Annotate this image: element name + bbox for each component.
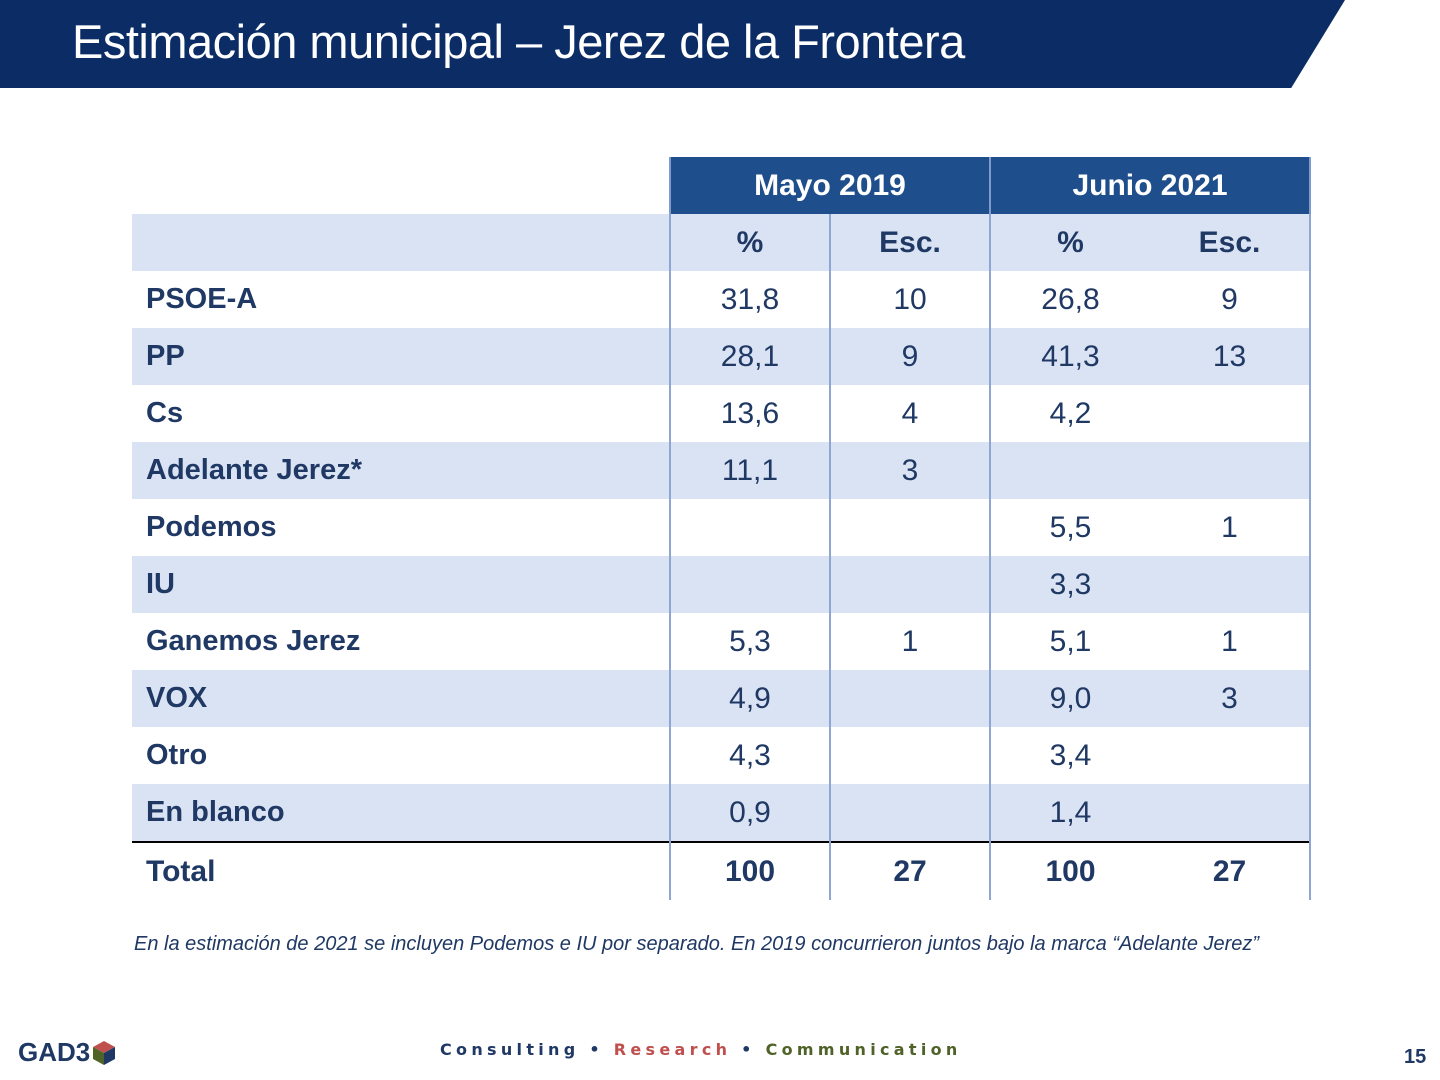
jun-esc-cell: 1 (1150, 613, 1311, 670)
may-pct-cell (669, 499, 830, 556)
jun-esc-cell: 13 (1150, 328, 1311, 385)
table-row: IU 3,3 (132, 556, 1311, 613)
total-row: Total 100 27 100 27 (132, 841, 1311, 900)
tagline-research: Research (613, 1040, 732, 1059)
gad3-logo: GAD3 (18, 1037, 116, 1068)
total-jun-pct: 100 (989, 841, 1150, 900)
jun-esc-cell (1150, 442, 1311, 499)
party-name: IU (132, 556, 670, 613)
party-name: VOX (132, 670, 670, 727)
may-esc-cell: 3 (829, 442, 990, 499)
footnote: En la estimación de 2021 se incluyen Pod… (134, 933, 1260, 955)
period-header-2021: Junio 2021 (989, 157, 1311, 214)
party-name: PSOE-A (132, 271, 670, 328)
jun-pct-cell: 1,4 (989, 784, 1150, 842)
party-name: En blanco (132, 784, 670, 842)
jun-esc-cell (1150, 556, 1311, 613)
jun-pct-cell: 5,1 (989, 613, 1150, 670)
subheader-row: % Esc. % Esc. (132, 214, 1311, 271)
jun-pct-cell: 3,3 (989, 556, 1150, 613)
table-row: VOX 4,9 9,0 3 (132, 670, 1311, 727)
period-header-2019: Mayo 2019 (669, 157, 991, 214)
table-row: Podemos 5,5 1 (132, 499, 1311, 556)
jun-esc-cell: 1 (1150, 499, 1311, 556)
may-esc-cell (829, 499, 990, 556)
party-name: Cs (132, 385, 670, 442)
total-may-esc: 27 (829, 841, 990, 900)
may-esc-cell: 4 (829, 385, 990, 442)
jun-esc-cell (1150, 727, 1311, 784)
jun-pct-cell: 4,2 (989, 385, 1150, 442)
party-name: Adelante Jerez* (132, 442, 670, 499)
may-esc-cell (829, 670, 990, 727)
table-row: Cs 13,6 4 4,2 (132, 385, 1311, 442)
cube-icon (93, 1040, 116, 1065)
party-name: Otro (132, 727, 670, 784)
may-esc-cell: 10 (829, 271, 990, 328)
table-row: Ganemos Jerez 5,3 1 5,1 1 (132, 613, 1311, 670)
may-pct-cell: 11,1 (669, 442, 830, 499)
title-bar (0, 0, 1345, 88)
may-pct-cell: 13,6 (669, 385, 830, 442)
may-pct-cell: 4,9 (669, 670, 830, 727)
table-row: En blanco 0,9 1,4 (132, 784, 1311, 842)
table-row: PP 28,1 9 41,3 13 (132, 328, 1311, 385)
subheader-esc-2021: Esc. (1150, 214, 1311, 271)
table-row: Otro 4,3 3,4 (132, 727, 1311, 784)
total-jun-esc: 27 (1150, 841, 1311, 900)
jun-esc-cell (1150, 784, 1311, 842)
party-name: Podemos (132, 499, 670, 556)
tagline-separator-1: • (589, 1040, 604, 1059)
table-row: Adelante Jerez* 11,1 3 (132, 442, 1311, 499)
subheader-pct-2019: % (669, 214, 830, 271)
may-pct-cell: 5,3 (669, 613, 830, 670)
jun-esc-cell: 9 (1150, 271, 1311, 328)
jun-esc-cell: 3 (1150, 670, 1311, 727)
tagline-separator-2: • (741, 1040, 756, 1059)
subheader-esc-2019: Esc. (829, 214, 990, 271)
jun-pct-cell: 9,0 (989, 670, 1150, 727)
party-name: PP (132, 328, 670, 385)
slide-title: Estimación municipal – Jerez de la Front… (72, 15, 965, 68)
may-pct-cell: 28,1 (669, 328, 830, 385)
may-esc-cell: 1 (829, 613, 990, 670)
total-may-pct: 100 (669, 841, 830, 900)
table-row: PSOE-A 31,8 10 26,8 9 (132, 271, 1311, 328)
page-number: 15 (1404, 1046, 1427, 1068)
estimation-table: Mayo 2019 Junio 2021 % Esc. % Esc. PSOE-… (132, 157, 1311, 900)
may-esc-cell: 9 (829, 328, 990, 385)
jun-pct-cell: 41,3 (989, 328, 1150, 385)
jun-pct-cell (989, 442, 1150, 499)
tagline-consulting: Consulting (440, 1040, 580, 1059)
may-pct-cell: 0,9 (669, 784, 830, 842)
subheader-pct-2021: % (989, 214, 1150, 271)
may-pct-cell: 31,8 (669, 271, 830, 328)
logo-text: GAD3 (18, 1037, 91, 1067)
tagline: Consulting • Research • Communication (440, 1040, 962, 1059)
table-body: PSOE-A 31,8 10 26,8 9 PP 28,1 9 41,3 13 Cs 13,6 4 4,2… (132, 271, 1311, 842)
jun-pct-cell: 5,5 (989, 499, 1150, 556)
may-esc-cell (829, 556, 990, 613)
total-label: Total (132, 841, 670, 900)
jun-pct-cell: 26,8 (989, 271, 1150, 328)
may-esc-cell (829, 784, 990, 842)
party-name: Ganemos Jerez (132, 613, 670, 670)
jun-esc-cell (1150, 385, 1311, 442)
tagline-communication: Communication (765, 1040, 962, 1059)
jun-pct-cell: 3,4 (989, 727, 1150, 784)
period-header-row: Mayo 2019 Junio 2021 (132, 157, 1311, 214)
may-esc-cell (829, 727, 990, 784)
may-pct-cell (669, 556, 830, 613)
may-pct-cell: 4,3 (669, 727, 830, 784)
